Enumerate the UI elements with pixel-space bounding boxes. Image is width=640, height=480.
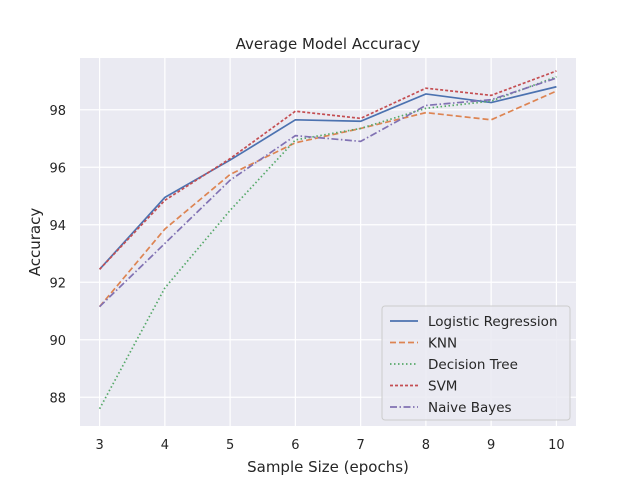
y-tick-label: 98 (49, 104, 66, 119)
series-line-knn (98, 90, 557, 308)
x-tick-label: 6 (291, 438, 299, 453)
series-lines (98, 70, 557, 410)
x-tick-label: 9 (487, 438, 495, 453)
x-tick-label: 10 (548, 438, 565, 453)
y-tick-label: 88 (49, 391, 66, 406)
legend-label-decision-tree: Decision Tree (428, 357, 518, 373)
legend-label-naive-bayes: Naive Bayes (428, 400, 512, 416)
series-line-svm (98, 70, 557, 270)
legend-label-svm: SVM (428, 379, 457, 395)
y-tick-label: 96 (49, 161, 66, 176)
x-tick-label: 3 (95, 438, 103, 453)
series-line-naive-bayes (98, 77, 557, 308)
x-tick-label: 4 (161, 438, 169, 453)
x-tick-label: 8 (422, 438, 430, 453)
x-tick-labels: 3 4 5 6 7 8 9 10 (95, 438, 564, 453)
y-tick-label: 94 (49, 219, 66, 234)
y-tick-labels: 88 90 92 94 96 98 (49, 104, 66, 407)
x-axis-label: Sample Size (epochs) (247, 458, 409, 476)
x-tick-label: 7 (356, 438, 364, 453)
y-tick-label: 92 (49, 276, 66, 291)
legend-label-knn: KNN (428, 336, 457, 352)
legend-box (381, 305, 571, 421)
y-axis-label: Accuracy (26, 208, 44, 277)
legend: Logistic Regression KNN Decision Tree SVM Na… (381, 305, 571, 421)
x-tick-label: 5 (226, 438, 234, 453)
chart-title: Average Model Accuracy (236, 35, 421, 53)
legend-label-logistic-regression: Logistic Regression (428, 314, 558, 330)
y-tick-label: 90 (49, 334, 66, 349)
